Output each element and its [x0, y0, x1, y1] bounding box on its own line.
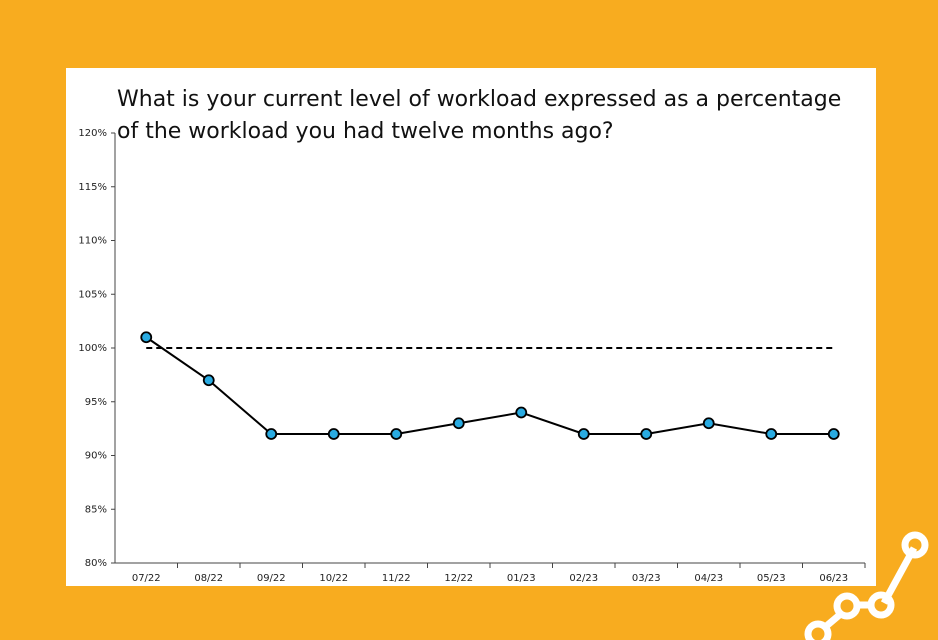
point [765, 428, 778, 440]
y-tick-label: 105% [78, 289, 107, 300]
point [515, 406, 528, 419]
point [140, 331, 153, 344]
point [577, 428, 590, 440]
point [202, 374, 215, 387]
x-tick-label: 06/23 [819, 573, 848, 584]
y-tick-label: 95% [85, 397, 107, 408]
y-tick-label: 120% [78, 128, 107, 139]
y-tick-label: 80% [85, 558, 107, 569]
x-tick-label: 11/22 [382, 573, 411, 584]
point [452, 417, 465, 430]
chart-title: What is your current level of workload e… [117, 87, 842, 144]
point [265, 428, 278, 440]
point [390, 428, 403, 440]
point [327, 428, 340, 440]
y-tick-label: 100% [78, 343, 107, 354]
x-tick-label: 10/22 [319, 573, 348, 584]
x-tick-label: 07/22 [132, 573, 161, 584]
y-tick-label: 85% [85, 504, 107, 515]
point [640, 428, 653, 440]
point [702, 417, 715, 430]
x-tick-label: 02/23 [569, 573, 598, 584]
x-tick-label: 08/22 [194, 573, 223, 584]
x-tick-label: 01/23 [507, 573, 536, 584]
series-line [145, 336, 834, 435]
x-tick-label: 09/22 [257, 573, 286, 584]
x-tick-label: 03/23 [632, 573, 661, 584]
logo [804, 531, 929, 640]
y-tick-label: 110% [78, 236, 107, 247]
panel [66, 68, 876, 586]
y-tick-label: 115% [78, 182, 107, 193]
x-tick-label: 05/23 [757, 573, 786, 584]
y-tick-label: 90% [85, 451, 107, 462]
point [827, 428, 840, 440]
x-tick-label: 04/23 [694, 573, 723, 584]
x-tick-label: 12/22 [444, 573, 473, 584]
